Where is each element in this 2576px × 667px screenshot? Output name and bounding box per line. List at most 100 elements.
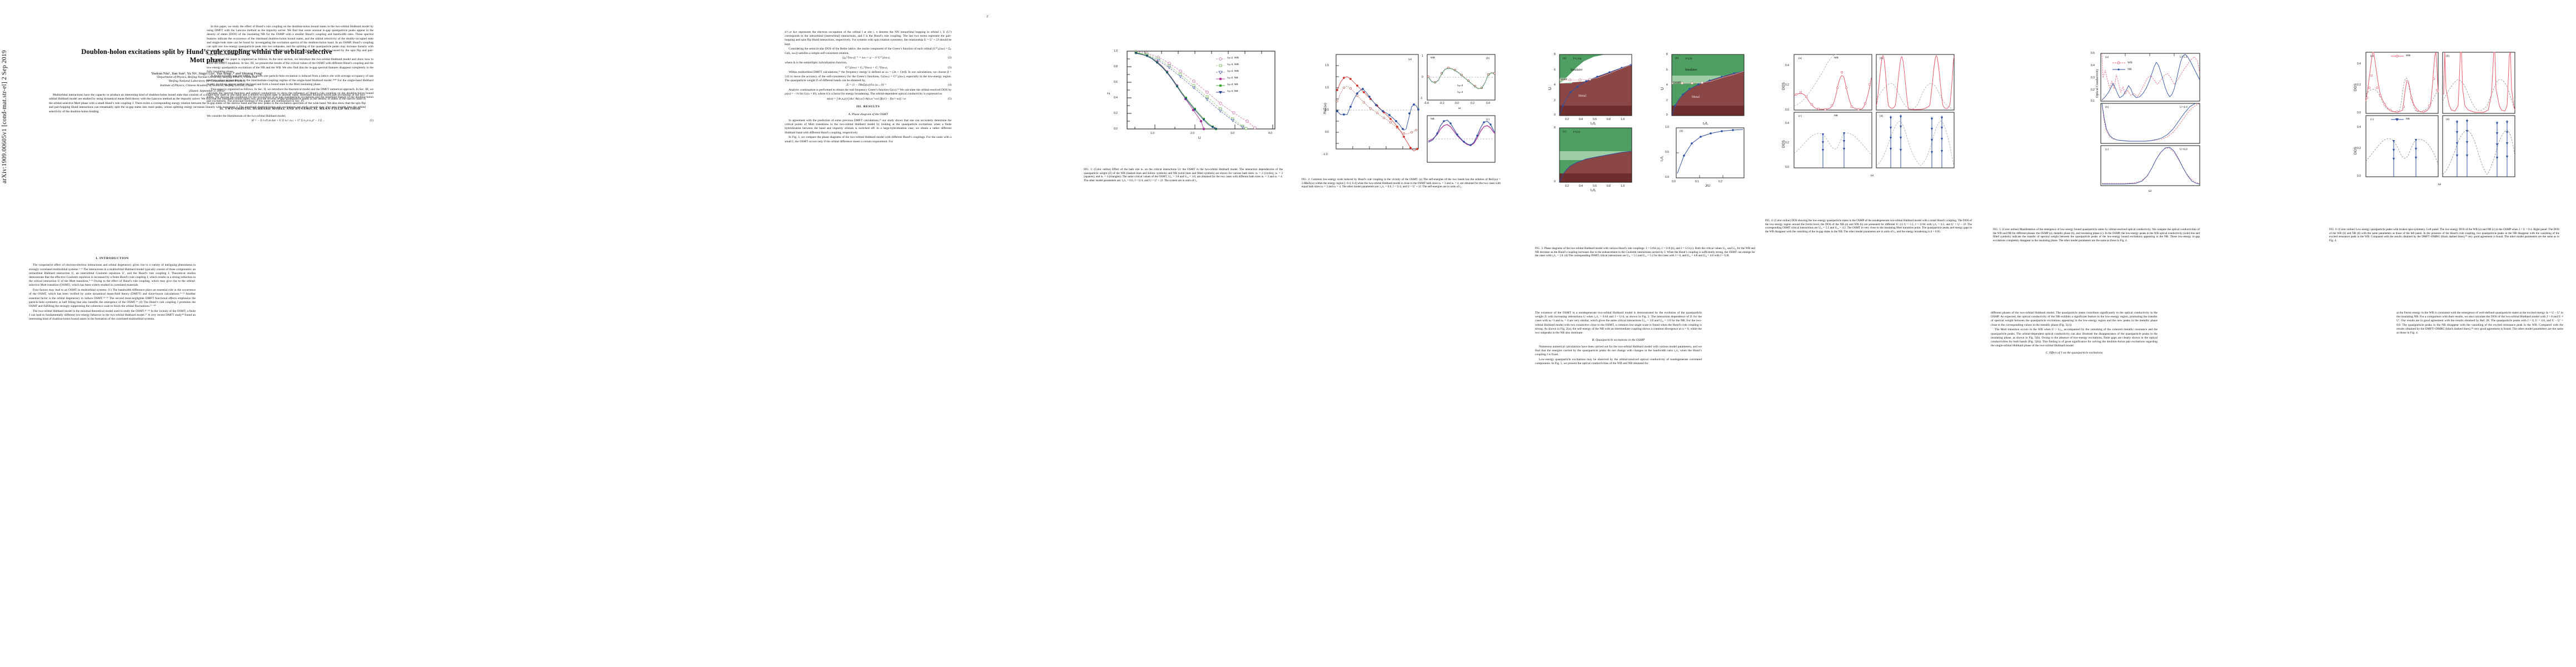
- fig3-panel-tag-a: (a): [1563, 57, 1566, 60]
- fig1-legend-item: nᵦ=2, WB: [1227, 57, 1239, 59]
- fig2-panel-b-label: WB: [1431, 57, 1435, 59]
- fig4-panel-tag-d: (d): [1880, 115, 1884, 118]
- figure-5-caption: FIG. 5: (Color online) Manifestation of …: [1993, 228, 2200, 242]
- fig3-xtick: 0.0: [1672, 180, 1676, 183]
- fig3-panel-c-title: J=U/4: [1573, 131, 1580, 134]
- paragraph: at the Fermi energy in the WB is consist…: [2396, 311, 2563, 335]
- fig6-ytick: 0.2: [2357, 83, 2361, 87]
- fig3-panel-b-title: J=U/8: [1685, 57, 1692, 61]
- figure-2-plot: [1336, 54, 1496, 163]
- fig5-annot-b: U=4.0: [2180, 106, 2188, 109]
- equation-number: (2): [948, 56, 951, 60]
- figure-3: (a) J=U/64 Insulator OSMP Metal 8 6 4 2 …: [1535, 22, 1761, 257]
- fig5-panel-tag-c: (c): [2105, 148, 2109, 151]
- fig6-legend-swatch-wb: [2391, 54, 2404, 58]
- fig4-ytick: 0.4: [1785, 64, 1789, 67]
- fig6-panel-tag-d: (d): [2446, 118, 2450, 121]
- paragraph: Considering the semicircular DOS of the …: [785, 47, 951, 55]
- fig3-xtick: 1.0: [1621, 185, 1625, 188]
- fig6-ytick: 0.0: [2357, 175, 2361, 178]
- abstract: Multiorbital interactions have the capac…: [49, 93, 366, 114]
- fig6-panel-tag-b: (b): [2446, 54, 2450, 58]
- fig3-ytick: 6: [1666, 68, 1668, 72]
- fig4-panel-tag-c: (c): [1798, 115, 1802, 118]
- fig2-ytick: -1: [1420, 97, 1423, 100]
- fig5-ytick: 0.4: [2091, 64, 2095, 67]
- fig3-xlabel: t₂/t₁: [1703, 122, 1708, 126]
- fig3-region-insulator: Insulator: [1571, 68, 1583, 72]
- fig3-xtick: 0.4: [1579, 118, 1583, 121]
- fig3-ytick: 0.5: [1665, 151, 1669, 154]
- author-list: Yuekun Niu¹, Jian Sun², Yu Ni¹, Jingyi L…: [151, 71, 263, 76]
- paragraph: The Mott transition occurs in the WB whe…: [1991, 328, 2158, 348]
- fig3-xtick: 0.6: [1593, 118, 1597, 121]
- paragraph: In agreement with the prediction of some…: [785, 119, 951, 135]
- fig6-ytick: 0.4: [2357, 126, 2361, 129]
- figure-6: (a) (b) (c) (d) WB NB DOS DOS 0.4 0.2 0.…: [2329, 22, 2565, 242]
- paper-title-line2: Mott phase: [190, 56, 224, 64]
- equation-number: (3): [948, 66, 951, 69]
- figure-5: (a) (b) (c) U=5.1 U=4.0 U=6.0 WB NB Opti…: [1993, 22, 2206, 242]
- fig2-panel-tag: (a): [1408, 58, 1412, 61]
- figure-6-plot: [2365, 52, 2515, 177]
- paragraph: d†ᵢₗσ dᵢₗσ represents the electron occup…: [785, 31, 951, 46]
- figure-1-caption: FIG. 1: (Color online) Effect of the bat…: [1084, 168, 1283, 182]
- fig1-ytick: 0.6: [1114, 81, 1118, 84]
- fig1-ytick: 0.2: [1114, 112, 1118, 115]
- figure-6-caption: FIG. 6: (Color online) Low-energy quasip…: [2329, 228, 2559, 242]
- paragraph: different phases of the two-orbital Hubb…: [1991, 311, 2158, 327]
- fig2-xlabel: ω: [1458, 107, 1461, 110]
- fig6-ytick: 0.4: [2357, 62, 2361, 66]
- fig3-ytick: 4: [1666, 83, 1668, 87]
- fig3-xtick: 0.4: [1579, 185, 1583, 188]
- fig3-xtick: 0.6: [1593, 185, 1597, 188]
- title-block: Doublon-holon excitations split by Hund’…: [29, 48, 385, 93]
- fig3-ylabel-d: t₂/t₁: [1661, 156, 1664, 161]
- equation-number: (4): [948, 83, 951, 87]
- fig1-legend-item: nᵦ=2, NB: [1227, 77, 1238, 79]
- fig4-xlabel: ω: [1871, 173, 1874, 177]
- affiliation-3: Institute of Physics, Chinese Academy of…: [160, 83, 253, 87]
- paragraph: The cooperative effect of electron-elect…: [29, 263, 196, 287]
- subsection-heading-effect-of-J: C. Effect of J on the quasiparticle exci…: [2045, 351, 2103, 355]
- figure-3-plot: [1559, 54, 1745, 183]
- equation-body: H = − Σ tₗ d†ᵢₗσ dⱼₗσ + U Σ nᵢₗ↑ nᵢₗ↓ + …: [251, 119, 325, 123]
- fig6-ytick: 0.0: [2357, 111, 2361, 115]
- fig3-ytick: 8: [1666, 53, 1668, 56]
- fig3-ytick: 0.0: [1665, 176, 1669, 179]
- paragraph: In this paper, we study the effect of Hu…: [207, 25, 373, 57]
- fig1-xlabel: U: [1198, 136, 1201, 140]
- text-column-4: The existence of the OSMT in a nondegene…: [1535, 311, 1702, 661]
- fig3-ytick: 6: [1554, 68, 1556, 72]
- paragraph: Numerous numerical calculations have bee…: [1535, 345, 1702, 357]
- fig3-panel-tag-c: (c): [1563, 130, 1566, 133]
- fig3-ytick: 0: [1554, 180, 1556, 183]
- fig3-ylabel: U: [1548, 87, 1552, 90]
- date-line: (Dated: September 3, 2019): [189, 89, 225, 93]
- fig6-legend-wb: WB: [2406, 54, 2410, 57]
- fig5-ytick: 0.3: [2091, 76, 2095, 79]
- fig2-ytick: 0.5: [1325, 108, 1329, 112]
- fig5-legend-swatches: [2112, 61, 2125, 71]
- fig2-panel-tag: (b): [1486, 57, 1490, 60]
- fig3-ylabel: U: [1661, 87, 1665, 90]
- fig3-xtick: 0.1: [1695, 180, 1699, 183]
- equation-1: (1) H = − Σ tₗ d†ᵢₗσ dⱼₗσ + U Σ nᵢₗ↑ nᵢₗ↓…: [207, 119, 373, 123]
- fig3-xtick: 1.0: [1621, 118, 1625, 121]
- fig3-region-osmp: OSMP: [1673, 81, 1681, 84]
- fig4-panel-tag-a: (a): [1798, 57, 1802, 60]
- fig2-ytick: -1.0: [1323, 153, 1328, 156]
- equation-body: Zₗ = (1 − ∂ReΣₗ(ω)/∂ω |ω→0)⁻¹: [846, 83, 886, 87]
- fig3-panel-tag-d: (d): [1680, 130, 1683, 133]
- fig5-ytick: 0.1: [2091, 99, 2095, 103]
- equation-number: (5): [948, 97, 951, 101]
- fig3-ytick: 1.0: [1665, 126, 1669, 129]
- fig6-legend-nb: NB: [2406, 118, 2410, 121]
- fig1-legend-item: nᵦ=4, NB: [1227, 90, 1238, 93]
- fig3-xtick: 0.2: [1718, 180, 1722, 183]
- equation-5: (5) σₗ(ω) = ∫ dε ρ₀(ε) ∫ dω′ Aₗ(ε,ω′) Aₗ(…: [785, 97, 951, 101]
- paragraph: The rest of the paper is organized as fo…: [207, 58, 373, 73]
- figure-1: 1.0 0.8 0.6 0.4 0.2 0.0 1.0 2.0 3.0 4.0 …: [1084, 22, 1289, 189]
- fig2-ytick: 0: [1422, 76, 1423, 79]
- fig3-xlabel: t₂/t₁: [1591, 122, 1596, 126]
